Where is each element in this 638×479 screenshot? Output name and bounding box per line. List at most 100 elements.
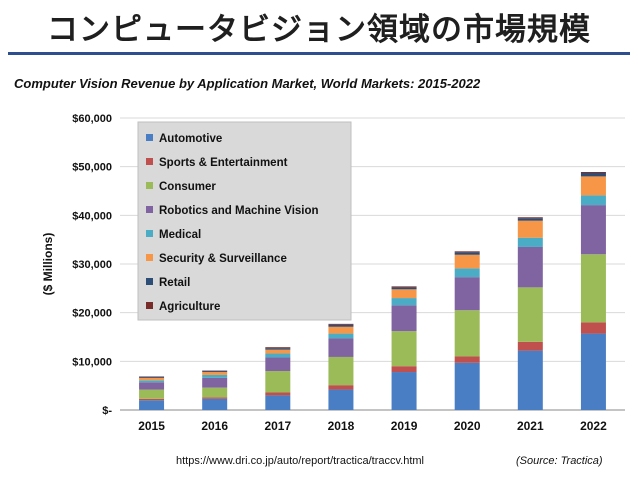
bar-segment xyxy=(328,326,354,334)
legend-swatch xyxy=(146,230,153,237)
bar-segment xyxy=(265,348,291,350)
bar-segment xyxy=(580,205,606,255)
chart-area: $- $10,000 $20,000 $30,000 $40,000 $50,000 $60… xyxy=(0,96,638,446)
bar-segment xyxy=(328,338,354,357)
legend-label: Consumer xyxy=(159,181,216,193)
bar-segment xyxy=(454,252,480,255)
bar-segment xyxy=(139,382,165,390)
y-tick-label: $30,000 xyxy=(72,259,112,271)
bar-segment xyxy=(454,268,480,278)
bar-segment xyxy=(454,277,480,311)
bar-segment xyxy=(265,371,291,393)
bar-segment xyxy=(517,341,543,351)
y-tick-label: $- xyxy=(102,405,112,417)
bar-segment xyxy=(454,251,480,253)
stacked-bar-chart: $- $10,000 $20,000 $30,000 $40,000 $50,000 $60… xyxy=(41,113,625,433)
bar-segment xyxy=(391,331,417,367)
bar-segment xyxy=(202,377,228,388)
legend-swatch xyxy=(146,134,153,141)
bar-segment xyxy=(328,389,354,410)
bar-segment xyxy=(265,392,291,396)
title-underline xyxy=(8,52,630,55)
bar-segment xyxy=(328,324,354,327)
bar-segment xyxy=(328,356,354,386)
x-tick-label: 2016 xyxy=(201,419,228,433)
source-note: (Source: Tractica) xyxy=(516,455,603,467)
x-tick-label: 2020 xyxy=(454,419,481,433)
bar-segment xyxy=(265,347,291,349)
legend-label: Agriculture xyxy=(159,301,220,313)
bar-segment xyxy=(202,374,228,378)
legend-swatch xyxy=(146,182,153,189)
x-tick-label: 2019 xyxy=(391,419,418,433)
bar-segment xyxy=(139,389,165,399)
legend-label: Security & Surveillance xyxy=(159,253,287,265)
legend-label: Automotive xyxy=(159,133,222,145)
bar-segment xyxy=(517,246,543,288)
bar-segment xyxy=(328,323,354,325)
bar-segment xyxy=(391,298,417,306)
bar-segment xyxy=(454,310,480,357)
y-axis-label: ($ Millions) xyxy=(41,233,55,296)
bar-segment xyxy=(454,362,480,410)
bar-segment xyxy=(328,385,354,390)
bar-segment xyxy=(328,333,354,339)
bar-segment xyxy=(202,398,228,410)
bar-segment xyxy=(517,218,543,221)
x-tick-label: 2022 xyxy=(580,419,607,433)
legend-label: Robotics and Machine Vision xyxy=(159,205,319,217)
legend-label: Medical xyxy=(159,229,201,241)
bar-segment xyxy=(391,289,417,299)
bar-segment xyxy=(580,333,606,410)
bar-segment xyxy=(517,217,543,219)
y-tick-label: $10,000 xyxy=(72,356,112,368)
legend-label: Retail xyxy=(159,277,190,289)
chart-title: Computer Vision Revenue by Application M… xyxy=(14,76,481,91)
legend-swatch xyxy=(146,254,153,261)
bar-segment xyxy=(139,400,165,410)
slide-title: コンピュータビジョン領域の市場規模 xyxy=(47,12,591,48)
x-tick-label: 2017 xyxy=(264,419,291,433)
y-tick-label: $20,000 xyxy=(72,308,112,320)
bar-segment xyxy=(139,398,165,401)
bar-segment xyxy=(391,305,417,332)
legend-swatch xyxy=(146,278,153,285)
bar-segment xyxy=(517,287,543,342)
legend-swatch xyxy=(146,158,153,165)
bar-segment xyxy=(202,372,228,375)
bar-segment xyxy=(265,353,291,358)
bar-segment xyxy=(580,322,606,334)
x-tick-label: 2018 xyxy=(328,419,355,433)
bar-segment xyxy=(265,395,291,410)
y-tick-label: $50,000 xyxy=(72,162,112,174)
y-tick-label: $60,000 xyxy=(72,113,112,125)
bar-segment xyxy=(580,172,606,177)
bar-segment xyxy=(580,254,606,323)
bar-segment xyxy=(517,237,543,247)
legend-swatch xyxy=(146,206,153,213)
bar-segment xyxy=(391,286,417,288)
bar-segment xyxy=(517,350,543,410)
bar-segment xyxy=(139,380,165,383)
bar-segment xyxy=(391,372,417,410)
legend-label: Sports & Entertainment xyxy=(159,157,288,169)
bar-segment xyxy=(391,366,417,373)
bar-segment xyxy=(139,376,165,378)
bar-segment xyxy=(139,377,165,381)
bar-segment xyxy=(265,349,291,354)
bar-segment xyxy=(580,172,606,173)
legend-box xyxy=(137,121,352,321)
bar-segment xyxy=(202,387,228,398)
y-tick-label: $40,000 xyxy=(72,210,112,222)
bar-segment xyxy=(454,356,480,363)
source-url[interactable]: https://www.dri.co.jp/auto/report/tracti… xyxy=(176,455,424,467)
x-tick-label: 2015 xyxy=(138,419,165,433)
legend-swatch xyxy=(146,302,153,309)
bar-segment xyxy=(202,397,228,399)
bar-segment xyxy=(580,195,606,206)
bar-segment xyxy=(391,287,417,290)
x-tick-label: 2021 xyxy=(517,419,544,433)
bar-segment xyxy=(454,254,480,269)
bar-segment xyxy=(517,220,543,238)
bar-segment xyxy=(202,371,228,373)
